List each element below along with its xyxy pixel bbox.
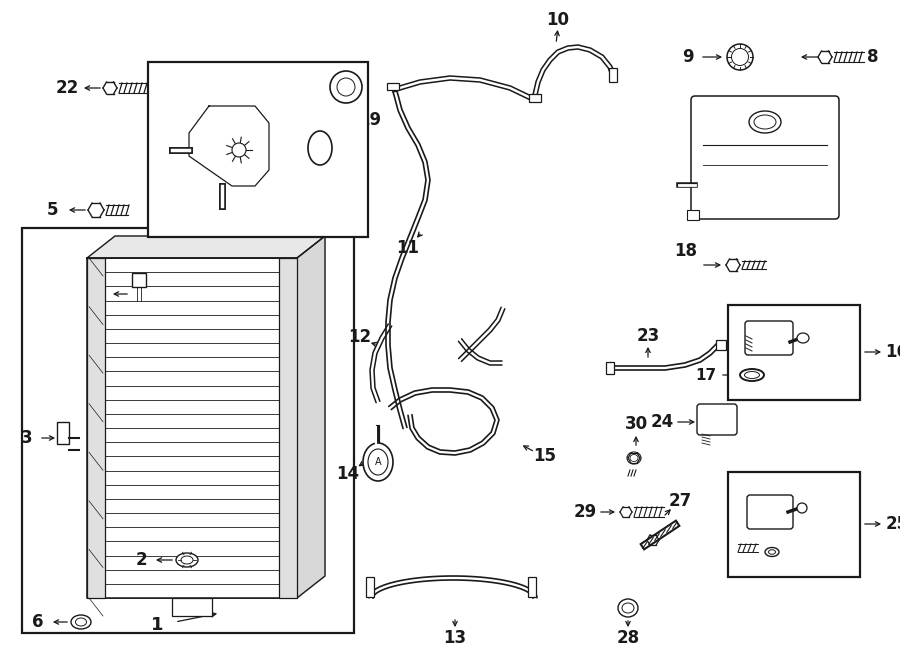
- Ellipse shape: [797, 503, 807, 513]
- Text: 13: 13: [444, 629, 466, 647]
- Ellipse shape: [732, 48, 749, 65]
- Text: 20: 20: [274, 78, 298, 96]
- Bar: [528, 577, 536, 597]
- Text: 30: 30: [625, 415, 648, 433]
- Text: 24: 24: [651, 413, 673, 431]
- Ellipse shape: [308, 131, 332, 165]
- Text: 14: 14: [337, 465, 360, 483]
- FancyBboxPatch shape: [691, 96, 839, 219]
- Bar: [687, 210, 699, 220]
- Bar: [279, 258, 297, 598]
- Text: 21: 21: [286, 167, 310, 185]
- Ellipse shape: [76, 618, 86, 626]
- Text: 8: 8: [868, 48, 878, 66]
- Bar: [366, 577, 374, 597]
- Text: 26: 26: [805, 488, 826, 504]
- Bar: [387, 83, 399, 90]
- Text: 29: 29: [573, 503, 597, 521]
- Bar: [172, 598, 212, 616]
- Text: 5: 5: [47, 201, 58, 219]
- Ellipse shape: [627, 452, 641, 464]
- Ellipse shape: [71, 615, 91, 629]
- Text: 25: 25: [886, 515, 900, 533]
- Circle shape: [232, 143, 246, 157]
- Text: 4: 4: [90, 285, 102, 303]
- FancyBboxPatch shape: [697, 404, 737, 435]
- Ellipse shape: [740, 369, 764, 381]
- Text: 31: 31: [735, 557, 757, 572]
- Polygon shape: [297, 236, 325, 598]
- Ellipse shape: [622, 603, 634, 613]
- Text: 12: 12: [348, 328, 372, 346]
- Bar: [87, 258, 105, 598]
- Polygon shape: [189, 106, 269, 186]
- Text: 23: 23: [636, 327, 660, 345]
- Text: 16: 16: [886, 343, 900, 361]
- Bar: [606, 362, 614, 374]
- Text: 2: 2: [135, 551, 147, 569]
- Bar: [609, 68, 617, 82]
- Text: 9: 9: [682, 48, 694, 66]
- Text: 15: 15: [534, 447, 556, 465]
- Text: 18: 18: [674, 242, 698, 260]
- Ellipse shape: [754, 115, 776, 129]
- FancyBboxPatch shape: [745, 321, 793, 355]
- Text: 1: 1: [151, 616, 163, 634]
- Ellipse shape: [749, 111, 781, 133]
- Text: 28: 28: [616, 629, 640, 647]
- Circle shape: [337, 78, 355, 96]
- Ellipse shape: [630, 455, 638, 461]
- Text: 3: 3: [22, 429, 32, 447]
- Ellipse shape: [744, 371, 760, 379]
- Bar: [132, 273, 146, 287]
- Ellipse shape: [769, 550, 776, 555]
- Text: 11: 11: [397, 239, 419, 257]
- Bar: [57, 422, 69, 444]
- Bar: [87, 258, 297, 598]
- Text: 10: 10: [546, 11, 570, 29]
- Ellipse shape: [797, 333, 809, 343]
- Ellipse shape: [181, 556, 193, 564]
- Ellipse shape: [176, 553, 198, 567]
- Bar: [728, 472, 860, 577]
- Bar: [148, 62, 368, 237]
- Text: 6: 6: [32, 613, 44, 631]
- Ellipse shape: [618, 599, 638, 617]
- Ellipse shape: [368, 449, 388, 475]
- Circle shape: [330, 71, 362, 103]
- Bar: [529, 94, 541, 102]
- Text: 32: 32: [783, 555, 805, 570]
- Bar: [728, 305, 860, 400]
- Text: 7: 7: [797, 191, 809, 209]
- Text: A: A: [374, 457, 382, 467]
- Text: 27: 27: [669, 492, 691, 510]
- Bar: [22, 228, 354, 633]
- Bar: [716, 340, 726, 350]
- FancyBboxPatch shape: [747, 495, 793, 529]
- Ellipse shape: [765, 547, 779, 557]
- Polygon shape: [87, 236, 325, 258]
- Ellipse shape: [727, 44, 753, 70]
- Text: 22: 22: [56, 79, 78, 97]
- Text: 19: 19: [358, 111, 382, 129]
- Ellipse shape: [363, 443, 393, 481]
- Text: 17: 17: [696, 368, 716, 383]
